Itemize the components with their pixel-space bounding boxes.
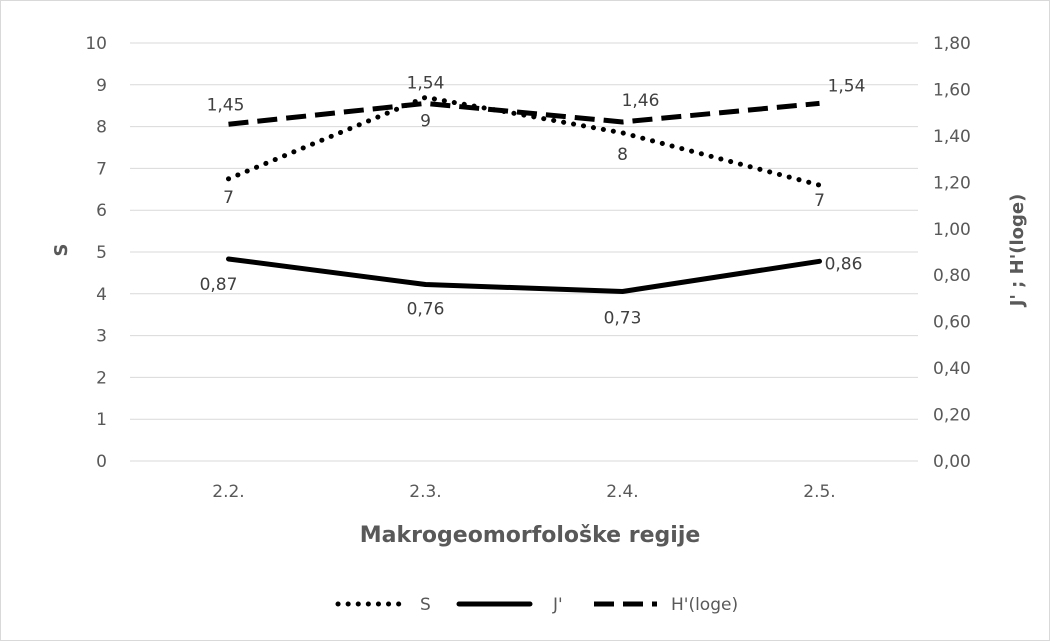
series-line-solid [226, 256, 822, 294]
y-right-tick-label: 1,60 [933, 80, 971, 100]
y-right-tick-label: 0,20 [933, 406, 971, 426]
y-axis-left-title: S [51, 244, 72, 257]
y-left-tick-label: 4 [96, 285, 107, 305]
y-right-tick-label: 1,40 [933, 127, 971, 147]
data-label: 9 [420, 111, 431, 131]
legend-label: H'(loge) [671, 595, 738, 615]
y-right-tick-label: 0,60 [933, 313, 971, 333]
data-label: 1,45 [207, 95, 245, 115]
y-left-tick-label: 9 [96, 76, 107, 96]
data-label: 0,87 [200, 275, 238, 295]
y-left-tick-label: 6 [96, 201, 107, 221]
y-right-tick-label: 0,80 [933, 266, 971, 286]
y-left-tick-label: 2 [96, 368, 107, 388]
x-tick-label: 2.4. [606, 482, 638, 502]
legend-label: J' [552, 595, 563, 615]
x-axis-title: Makrogeomorfološke regije [360, 523, 701, 548]
y-left-tick-label: 0 [96, 452, 107, 472]
data-label: 0,76 [407, 300, 445, 320]
y-right-tick-label: 1,20 [933, 173, 971, 193]
y-left-tick-label: 8 [96, 118, 107, 138]
data-label: 0,86 [825, 254, 863, 274]
y-left-tick-label: 3 [96, 327, 107, 347]
x-tick-label: 2.2. [212, 482, 244, 502]
x-tick-label: 2.5. [803, 482, 835, 502]
data-label: 7 [223, 188, 234, 208]
y-axis-right-title: J' ; H'(loge) [1007, 194, 1028, 309]
tick-labels: 0 1 2 3 4 5 6 7 8 9 10 0,00 0,20 0,40 0,60 0,80 1,00 1,20… [85, 34, 971, 502]
y-left-tick-label: 1 [96, 410, 107, 430]
y-left-tick-label: 7 [96, 159, 107, 179]
y-right-tick-label: 0,40 [933, 359, 971, 379]
data-label: 7 [814, 191, 825, 211]
y-left-tick-label: 5 [96, 243, 107, 263]
data-labels: 7 9 8 7 0,87 0,76 0,73 0,86 1,45 1,54 1,46 1,54 [200, 73, 866, 328]
data-label: 1,46 [622, 91, 660, 111]
data-label: 1,54 [828, 76, 866, 96]
y-left-tick-label: 10 [85, 34, 107, 54]
series-lines [226, 94, 822, 294]
series-line-dashed [228, 100, 820, 127]
data-label: 1,54 [407, 73, 445, 93]
y-right-tick-label: 0,00 [933, 452, 971, 472]
x-tick-label: 2.3. [409, 482, 441, 502]
data-label: 8 [617, 145, 628, 165]
data-label: 0,73 [604, 308, 642, 328]
y-right-tick-label: 1,00 [933, 220, 971, 240]
legend-label: S [420, 595, 431, 615]
y-right-tick-label: 1,80 [933, 34, 971, 54]
legend: S J' H'(loge) [335, 595, 738, 615]
gridlines [130, 42, 918, 462]
